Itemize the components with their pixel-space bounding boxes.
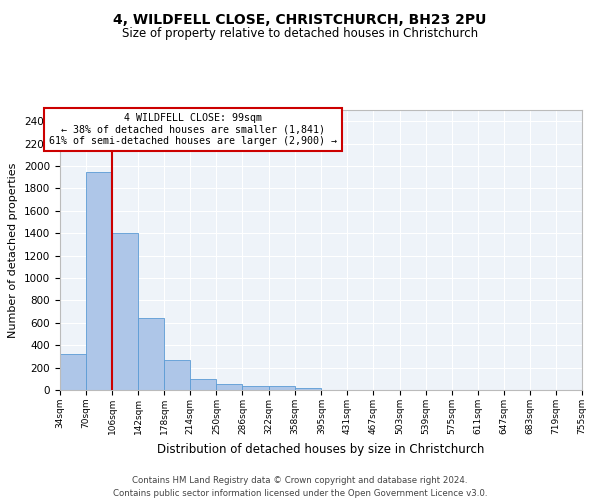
Y-axis label: Number of detached properties: Number of detached properties — [8, 162, 19, 338]
Bar — [190, 379, 217, 390]
Text: Contains public sector information licensed under the Open Government Licence v3: Contains public sector information licen… — [113, 489, 487, 498]
Text: Size of property relative to detached houses in Christchurch: Size of property relative to detached ho… — [122, 28, 478, 40]
Bar — [112, 233, 138, 390]
Text: 4 WILDFELL CLOSE: 99sqm
← 38% of detached houses are smaller (1,841)
61% of semi: 4 WILDFELL CLOSE: 99sqm ← 38% of detache… — [49, 113, 337, 146]
Bar — [217, 384, 242, 390]
Bar — [60, 354, 86, 390]
Text: Contains HM Land Registry data © Crown copyright and database right 2024.: Contains HM Land Registry data © Crown c… — [132, 476, 468, 485]
Bar — [164, 360, 190, 390]
Bar — [86, 172, 112, 390]
Text: 4, WILDFELL CLOSE, CHRISTCHURCH, BH23 2PU: 4, WILDFELL CLOSE, CHRISTCHURCH, BH23 2P… — [113, 12, 487, 26]
Bar — [138, 318, 164, 390]
Bar — [295, 388, 322, 390]
Bar — [242, 386, 269, 390]
Bar — [269, 386, 295, 390]
Text: Distribution of detached houses by size in Christchurch: Distribution of detached houses by size … — [157, 442, 485, 456]
